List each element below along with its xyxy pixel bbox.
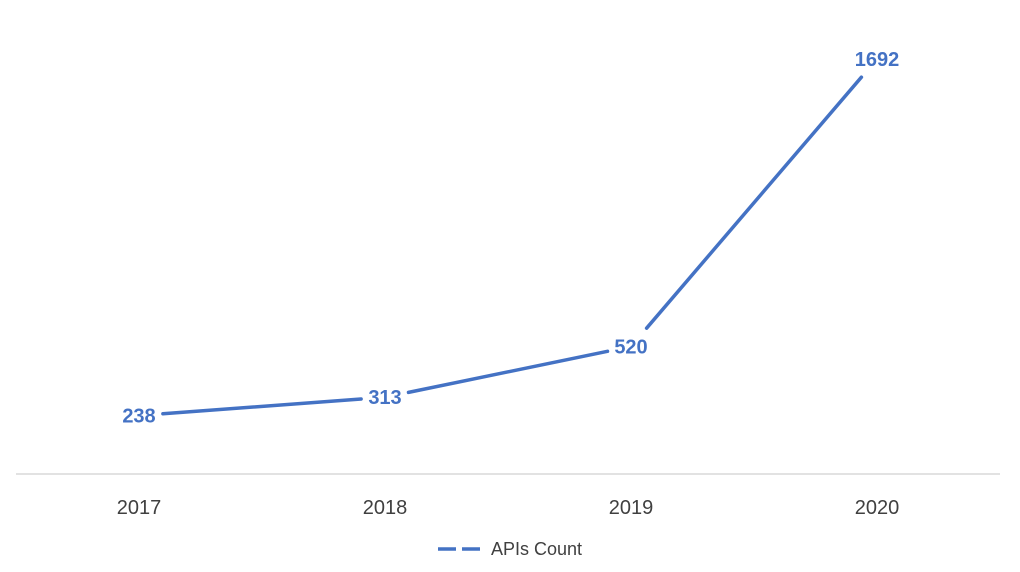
- series-line-segment: [644, 75, 864, 330]
- legend: APIs Count: [438, 539, 582, 559]
- x-tick-label: 2017: [117, 497, 162, 519]
- series-line-segment: [161, 397, 363, 416]
- legend-label: APIs Count: [491, 539, 582, 559]
- series-line-segment: [406, 349, 610, 395]
- x-tick-label: 2019: [609, 497, 654, 519]
- data-label: 313: [368, 387, 401, 409]
- series-group: 238 313 520 1692: [122, 49, 899, 428]
- x-tick-label: 2020: [855, 497, 900, 519]
- x-tick-label: 2018: [363, 497, 408, 519]
- data-label: 1692: [855, 49, 900, 71]
- x-axis-ticks: 2017 2018 2019 2020: [117, 497, 900, 519]
- data-label: 238: [122, 406, 155, 428]
- data-label: 520: [614, 336, 647, 358]
